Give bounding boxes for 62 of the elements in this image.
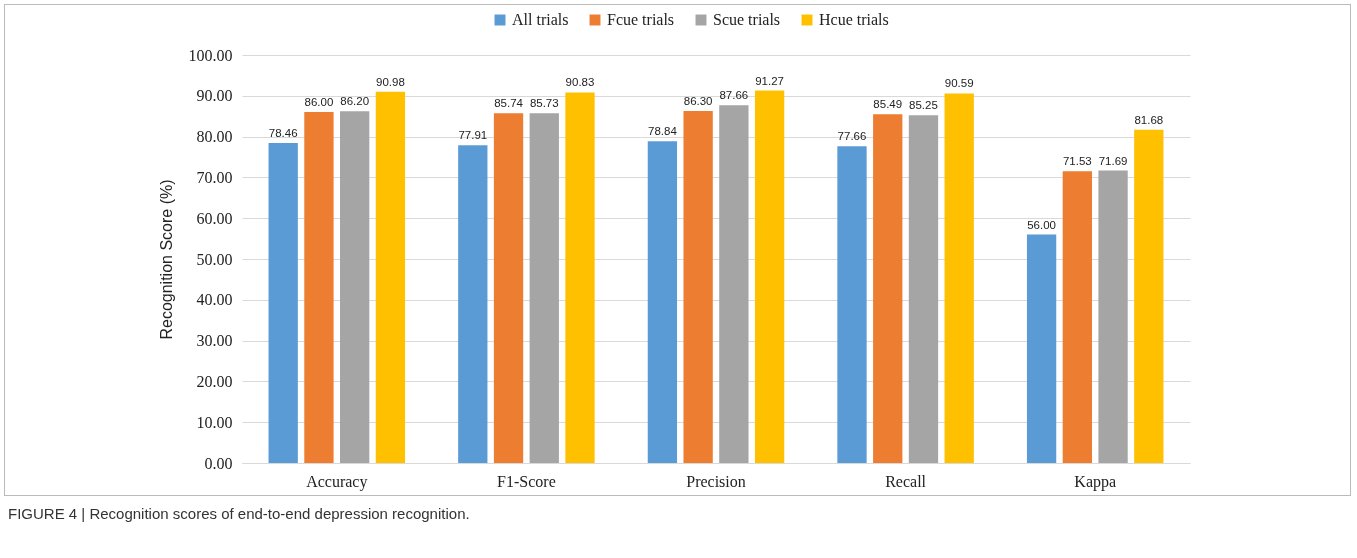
x-tick-label: F1-Score [497,472,556,490]
data-label: 90.83 [565,76,595,89]
bar [683,110,713,463]
x-tick-label: Accuracy [306,472,368,491]
data-label: 91.27 [755,74,784,87]
bar [837,146,867,463]
bar [529,113,559,463]
bar [647,141,678,463]
data-label: 71.69 [1098,154,1128,167]
y-tick-label: 60.00 [196,209,233,227]
data-label: 77.91 [458,129,488,142]
bar [493,113,524,463]
y-axis-title: Recognition Score (%) [157,179,175,340]
legend-label: Fcue trials [607,11,675,28]
bar [304,112,334,463]
data-label: 81.68 [1134,113,1164,126]
data-label: 87.66 [719,89,749,102]
y-tick-label: 20.00 [196,372,233,390]
y-tick-label: 10.00 [196,413,233,431]
caption: FIGURE 4 | Recognition scores of end-to-end depression recognition. [8,505,470,522]
y-tick-label: 70.00 [196,168,233,186]
bar [340,111,370,463]
data-label: 85.74 [494,97,524,110]
y-tick-label: 0.00 [204,454,233,472]
data-label: 85.49 [873,98,903,111]
data-label: 56.00 [1027,218,1056,231]
bar [1062,171,1092,463]
bar [719,105,749,463]
data-label: 85.25 [909,99,938,112]
y-tick-label: 50.00 [196,250,233,268]
data-label: 77.66 [837,130,867,143]
data-label: 78.46 [268,126,298,139]
data-label: 90.59 [944,77,974,90]
y-tick-label: 80.00 [196,128,233,146]
data-label: 90.98 [376,75,405,88]
y-tick-label: 30.00 [196,332,233,350]
x-tick-label: Kappa [1074,472,1117,491]
bar [944,93,974,463]
bar [873,114,903,463]
legend-label: Scue trials [713,11,781,28]
data-label: 71.53 [1062,155,1092,168]
bar [375,91,406,463]
y-tick-label: 40.00 [196,291,233,309]
y-tick-label: 100.00 [188,46,233,64]
x-tick-label: Precision [686,472,746,490]
data-label: 86.00 [304,96,334,109]
bar [268,142,298,463]
bar [458,145,488,463]
bar [1134,129,1164,463]
bar [754,90,785,463]
data-label: 86.20 [340,95,370,108]
data-label: 78.84 [648,125,678,138]
bar [565,92,595,463]
bar [908,115,939,463]
bar [1098,170,1128,463]
legend-label: Hcue trials [819,11,889,28]
y-tick-label: 90.00 [196,87,233,105]
data-label: 85.73 [529,97,559,110]
data-label: 86.30 [683,94,713,107]
bar [1026,234,1057,463]
x-tick-label: Recall [885,472,927,490]
legend-label: All trials [512,11,569,28]
